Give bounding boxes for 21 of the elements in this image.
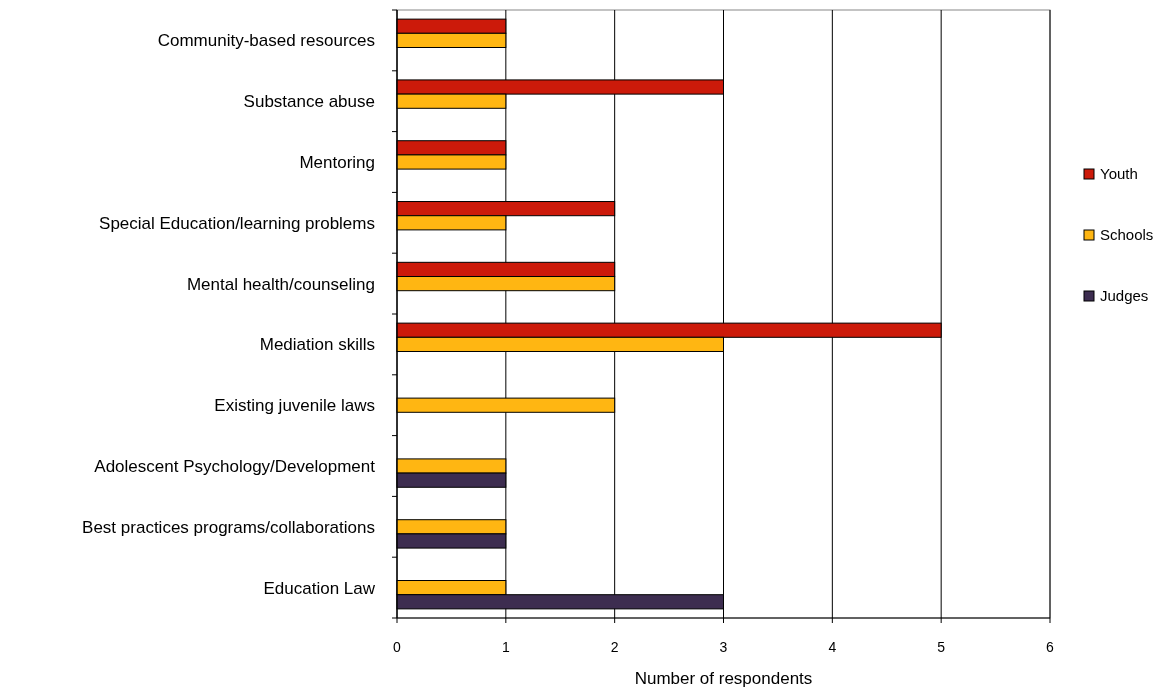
- legend-label: Judges: [1100, 287, 1149, 305]
- y-tick-label: Special Education/learning problems: [99, 213, 375, 233]
- x-axis-title: Number of respondents: [634, 669, 813, 688]
- legend-label: Schools: [1100, 226, 1154, 244]
- y-tick-label: Adolescent Psychology/Development: [94, 456, 376, 476]
- x-tick-label: 1: [501, 639, 510, 655]
- y-tick-label: Substance abuse: [243, 92, 375, 112]
- y-tick-label: Best practices programs/collaborations: [82, 517, 375, 537]
- x-tick-label: 2: [610, 639, 619, 655]
- y-tick-label: Mental health/counseling: [186, 274, 375, 294]
- x-tick-label: 4: [828, 639, 837, 655]
- y-tick-label: Education Law: [263, 578, 376, 598]
- x-tick-label: 3: [719, 639, 728, 655]
- y-tick-label: Existing juvenile laws: [214, 396, 375, 416]
- y-tick-label: Community-based resources: [157, 31, 375, 51]
- y-tick-label: Mentoring: [299, 152, 375, 172]
- x-tick-label: 0: [393, 639, 402, 655]
- legend-label: Youth: [1100, 165, 1138, 183]
- x-tick-label: 5: [937, 639, 946, 655]
- x-tick-label: 6: [1046, 639, 1055, 655]
- y-tick-label: Mediation skills: [259, 335, 375, 355]
